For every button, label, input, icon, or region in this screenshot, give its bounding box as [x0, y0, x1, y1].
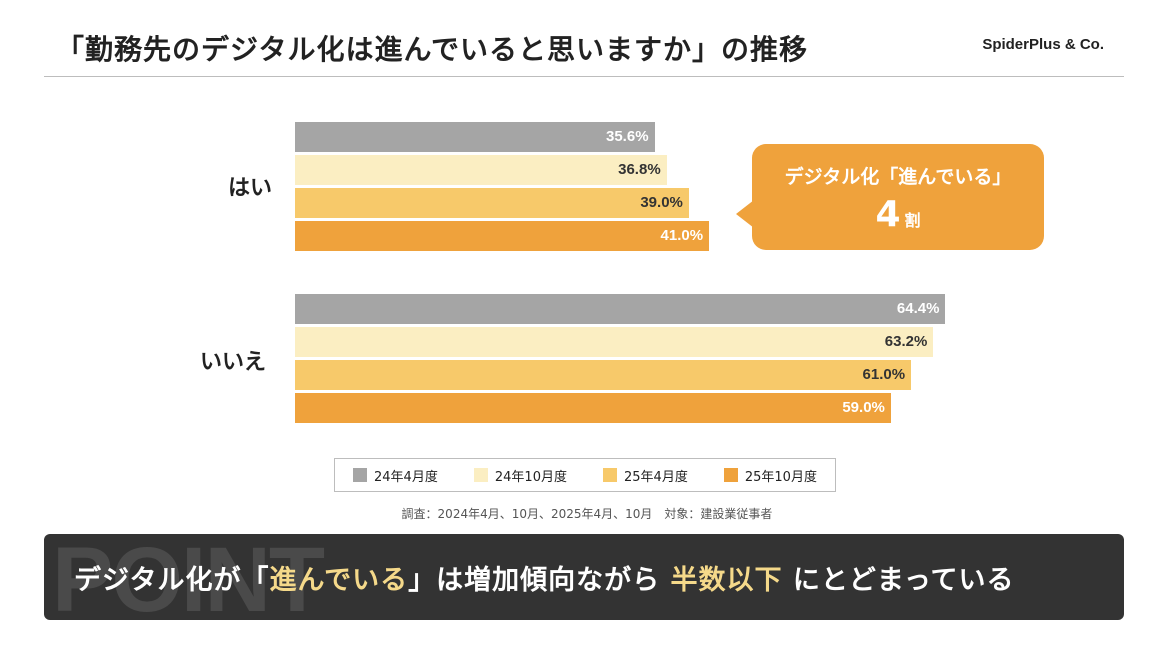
- legend-item: 24年10月度: [473, 466, 567, 485]
- point-watermark: POINT: [52, 534, 325, 620]
- header: 「勤務先のデジタル化は進んでいると思いますか」の推移 SpiderPlus & …: [44, 22, 1124, 76]
- point-text-2: 」は増加傾向ながら: [408, 565, 671, 596]
- callout-unit: 割: [904, 211, 921, 230]
- legend-swatch: [723, 468, 738, 482]
- bar: [295, 393, 891, 423]
- point-highlight-1: 進んでいる: [269, 565, 409, 596]
- brand-logo: SpiderPlus & Co.: [982, 36, 1104, 53]
- header-divider: [44, 76, 1124, 77]
- bar: [295, 155, 667, 185]
- callout-tail: [736, 200, 754, 228]
- bar-value-label: 35.6%: [606, 128, 649, 145]
- point-text-1: デジタル化が「: [74, 565, 270, 596]
- bar-value-label: 59.0%: [842, 399, 885, 416]
- legend-label: 24年4月度: [374, 469, 438, 485]
- callout-number: 4: [875, 194, 901, 235]
- legend-swatch: [353, 468, 368, 482]
- legend-label: 24年10月度: [494, 469, 567, 485]
- legend-swatch: [603, 468, 617, 482]
- bar-value-label: 63.2%: [884, 333, 928, 350]
- bar: [295, 294, 946, 324]
- bar-value-label: 41.0%: [660, 227, 704, 244]
- bar: [295, 327, 934, 357]
- chart-legend: 24年4月度 24年10月度 25年4月度 25年10月度: [334, 458, 836, 492]
- bar: [295, 122, 655, 152]
- legend-item: 25年10月度: [723, 466, 817, 485]
- legend-item: 25年4月度: [603, 466, 688, 485]
- legend-label: 25年10月度: [744, 469, 817, 485]
- point-text-3: にとどまっている: [782, 565, 1015, 596]
- point-banner: POINT デジタル化が「進んでいる」は増加傾向ながら 半数以下 にとどまってい…: [44, 534, 1124, 620]
- bar-value-label: 36.8%: [618, 161, 661, 178]
- legend-item: 24年4月度: [353, 466, 438, 485]
- source-note: 調査：2024年4月、10月、2025年4月、10月 対象：建設業従事者: [401, 507, 773, 521]
- bar: [295, 360, 912, 390]
- bar-value-label: 64.4%: [896, 300, 940, 317]
- legend-label: 25年4月度: [624, 469, 688, 485]
- bar-value-label: 39.0%: [640, 194, 683, 211]
- legend-swatch: [473, 468, 488, 482]
- callout-heading: デジタル化「進んでいる」: [784, 166, 1012, 188]
- chart-title: 「勤務先のデジタル化は進んでいると思いますか」の推移: [56, 33, 809, 66]
- category-label: いいえ: [200, 350, 267, 375]
- bar-value-label: 61.0%: [862, 366, 906, 383]
- point-message: デジタル化が「進んでいる」は増加傾向ながら 半数以下 にとどまっている: [74, 558, 1015, 597]
- bar: [295, 221, 710, 251]
- bar: [295, 188, 689, 218]
- category-label: はい: [228, 176, 273, 201]
- point-highlight-2: 半数以下: [670, 565, 783, 596]
